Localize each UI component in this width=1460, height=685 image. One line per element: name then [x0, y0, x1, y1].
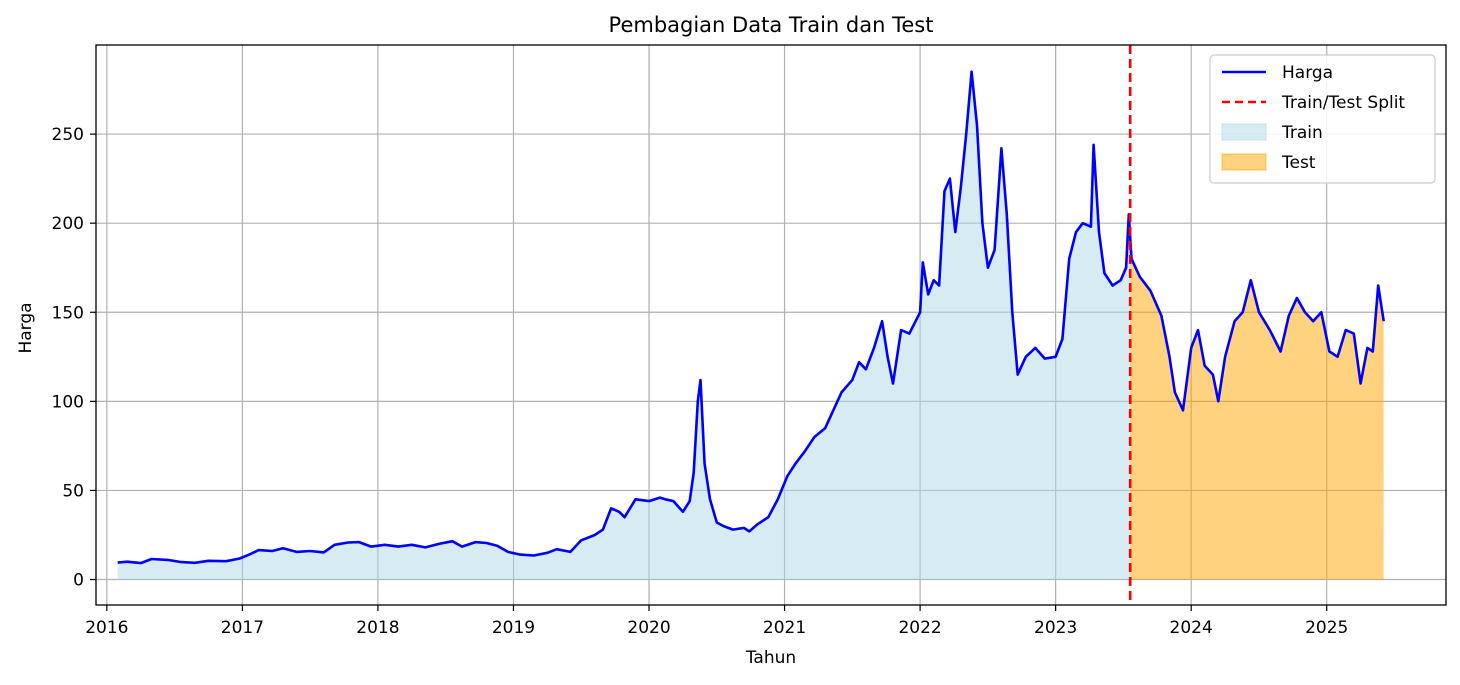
x-axis-label: Tahun: [745, 648, 796, 668]
axis-labels: Pembagian Data Train dan Test Tahun Harg…: [16, 13, 933, 668]
x-tick-label: 2021: [763, 618, 806, 638]
price-line: [117, 70, 1385, 565]
legend-swatch-patch: [1221, 153, 1267, 171]
series-lines: [117, 45, 1385, 605]
x-tick-label: 2020: [627, 618, 670, 638]
axes: 2016 2017 2018 2019 2020 2021 2022 2023 2024 2025…: [52, 44, 1447, 638]
x-tick-label: 2017: [221, 618, 264, 638]
y-tick-label: 0: [73, 571, 84, 591]
area-fills: [117, 71, 1384, 580]
area-fill-test: [1130, 236, 1384, 580]
y-tick-label: 200: [52, 214, 84, 234]
x-tick-label: 2022: [898, 618, 941, 638]
area-fill-train: [117, 71, 1131, 580]
legend: Harga Train/Test Split Train Test: [1209, 54, 1436, 184]
legend-label: Train/Test Split: [1281, 93, 1405, 113]
plot-frame: [95, 44, 1447, 606]
legend-box: [1209, 54, 1436, 184]
x-tick-label: 2023: [1034, 618, 1077, 638]
y-tick-label: 50: [62, 481, 84, 501]
y-axis-label: Harga: [16, 302, 36, 353]
x-tick-label: 2019: [492, 618, 535, 638]
legend-label: Harga: [1282, 63, 1333, 83]
y-tick-label: 250: [52, 125, 84, 145]
x-tick-label: 2024: [1170, 618, 1213, 638]
legend-swatch-patch: [1221, 123, 1267, 141]
x-tick-label: 2016: [85, 618, 128, 638]
y-tick-label: 150: [52, 303, 84, 323]
x-tick-label: 2025: [1305, 618, 1348, 638]
legend-label: Train: [1281, 123, 1323, 143]
y-tick-label: 100: [52, 392, 84, 412]
chart-title: Pembagian Data Train dan Test: [609, 13, 934, 37]
x-tick-label: 2018: [356, 618, 399, 638]
legend-label: Test: [1281, 153, 1316, 173]
